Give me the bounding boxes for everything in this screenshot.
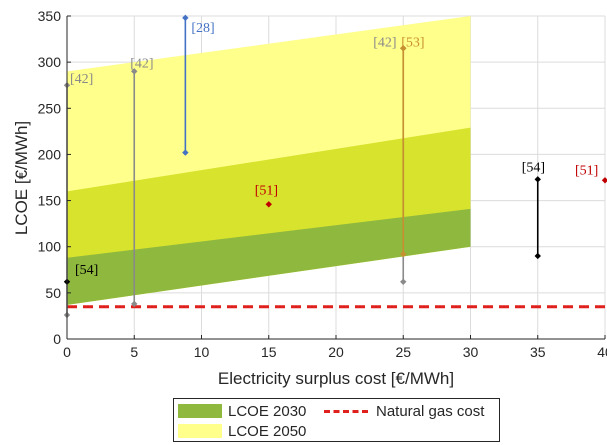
- x-axis-label: Electricity surplus cost [€/MWh]: [218, 369, 454, 388]
- y-tick-label: 100: [38, 239, 62, 255]
- legend-label-natural-gas: Natural gas cost: [376, 402, 485, 420]
- y-tick-label: 50: [45, 285, 61, 301]
- range-min-marker: [400, 250, 407, 258]
- reference-label: [51]: [255, 183, 278, 198]
- range-max-marker: [601, 177, 607, 184]
- legend-label-lcoe-2030: LCOE 2030: [228, 402, 307, 420]
- range-max-marker: [534, 176, 541, 183]
- legend-swatch-lcoe-2030: [178, 404, 222, 418]
- legend-item-lcoe-2050: LCOE 2050: [178, 421, 306, 441]
- band-lcoe-2030: [67, 208, 471, 305]
- y-tick-label: 0: [53, 331, 61, 347]
- legend-swatch-lcoe-2050: [178, 424, 222, 438]
- reference-label: [42]: [70, 72, 93, 87]
- y-tick-label: 350: [38, 8, 62, 24]
- reference-label: [28]: [191, 21, 214, 36]
- x-tick-label: 0: [63, 344, 71, 360]
- reference-label: [42]: [373, 35, 396, 50]
- y-axis-label: LCOE [€/MWh]: [12, 121, 31, 235]
- y-tick-label: 300: [38, 54, 62, 70]
- x-tick-label: 35: [530, 344, 546, 360]
- legend-label-lcoe-2050: LCOE 2050: [228, 422, 307, 440]
- y-tick-label: 150: [38, 193, 62, 209]
- range-min-marker: [182, 149, 189, 156]
- range-max-marker: [131, 68, 138, 75]
- y-tick-label: 200: [38, 146, 62, 162]
- range-min-marker: [400, 278, 407, 285]
- legend-item-natural-gas: Natural gas cost: [324, 401, 484, 421]
- legend-item-lcoe-2030: LCOE 2030: [178, 401, 306, 421]
- reference-label: [54]: [75, 263, 98, 278]
- range-max-marker: [182, 14, 189, 22]
- reference-label: [42]: [130, 56, 153, 71]
- axes: 0 5 10 15 20 25 30 35 40 0 50 100 150 200 250 300 350: [38, 8, 607, 360]
- y-tick-label: 250: [38, 100, 62, 116]
- x-tick-label: 10: [194, 344, 210, 360]
- x-tick-label: 15: [261, 344, 277, 360]
- x-tick-label: 5: [130, 344, 138, 360]
- range-min-marker: [131, 300, 138, 308]
- legend: LCOE 2030 Natural gas cost LCOE 2050: [173, 398, 500, 442]
- x-tick-label: 30: [463, 344, 479, 360]
- x-tick-label: 25: [395, 344, 411, 360]
- reference-label: [53]: [401, 35, 424, 50]
- range-min-marker: [534, 252, 541, 260]
- legend-dash-natural-gas: [324, 409, 368, 413]
- lcoe-bands: [67, 16, 471, 305]
- reference-label: [51]: [575, 163, 598, 178]
- range-max-marker: [265, 201, 272, 208]
- x-tick-label: 40: [597, 344, 607, 360]
- reference-label: [54]: [522, 160, 545, 175]
- range-max-marker: [400, 45, 407, 52]
- x-tick-label: 20: [328, 344, 344, 360]
